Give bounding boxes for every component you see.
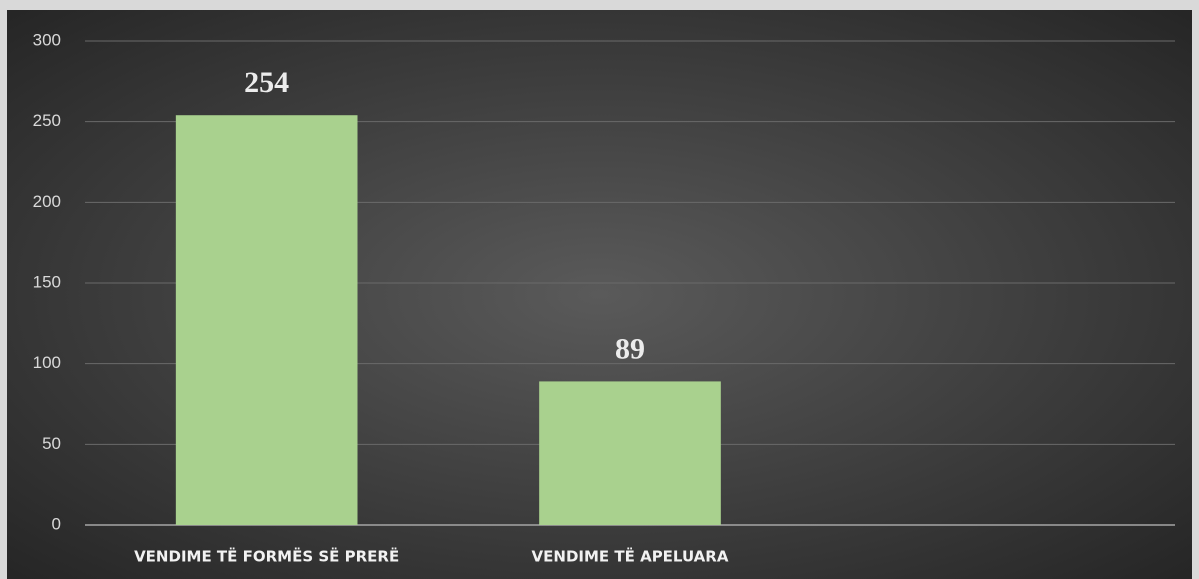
data-label: 254 [244, 66, 289, 99]
y-tick-label: 300 [33, 30, 61, 49]
x-tick-label: VENDIME TË FORMËS SË PRERË [134, 547, 399, 566]
y-tick-label: 50 [42, 434, 61, 453]
y-tick-label: 250 [33, 111, 61, 130]
bar [539, 381, 721, 525]
y-tick-label: 200 [33, 192, 61, 211]
data-label: 89 [615, 332, 645, 365]
bar [175, 115, 358, 526]
x-tick-label: VENDIME TË APELUARA [532, 547, 729, 566]
y-tick-label: 100 [33, 353, 61, 372]
y-tick-label: 150 [33, 272, 61, 291]
y-tick-label: 0 [52, 514, 61, 533]
